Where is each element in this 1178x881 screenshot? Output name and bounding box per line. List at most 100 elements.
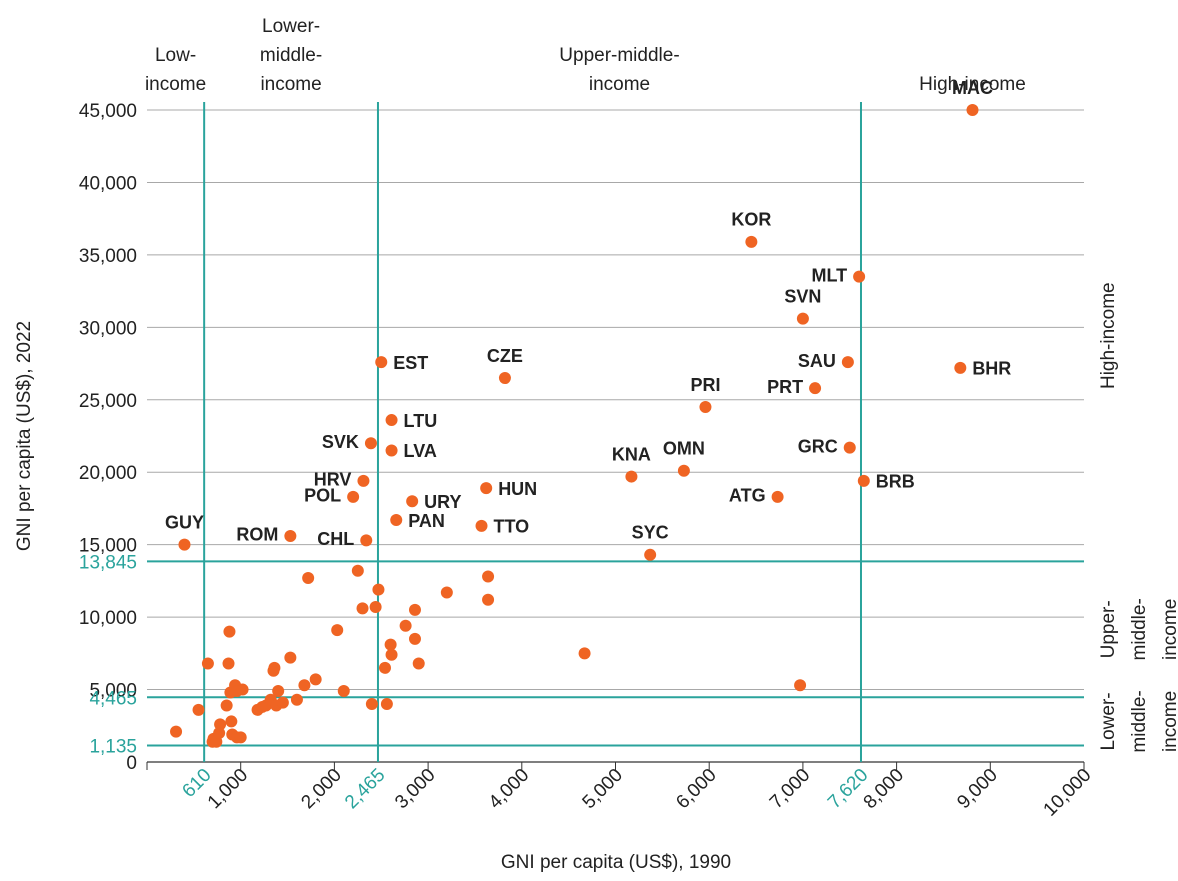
point <box>276 696 289 709</box>
point-label: MAC <box>952 78 993 98</box>
point-label: HUN <box>498 479 537 499</box>
y-tick-label: 40,000 <box>79 173 137 194</box>
x-group-label: middle- <box>260 45 322 66</box>
point <box>406 495 419 508</box>
point <box>365 698 378 711</box>
point <box>498 372 511 385</box>
point <box>412 657 425 670</box>
point <box>578 647 591 660</box>
y-group-label: Lower- <box>1098 692 1119 750</box>
x-tick-label: 5,000 <box>579 765 627 813</box>
point-label: URY <box>424 492 461 512</box>
y-tick-label: 0 <box>126 753 137 774</box>
point <box>360 534 373 547</box>
point <box>372 583 385 596</box>
point <box>201 657 214 670</box>
point <box>796 312 809 325</box>
point <box>192 703 205 716</box>
point <box>236 683 249 696</box>
y-threshold-label: 13,845 <box>79 552 137 573</box>
x-tick-label: 8,000 <box>860 765 908 813</box>
x-group-label: Lower- <box>262 16 320 37</box>
point-label: CZE <box>487 346 523 366</box>
x-group-label: Upper-middle- <box>559 45 679 66</box>
point <box>272 685 285 698</box>
point <box>364 437 377 450</box>
point <box>385 444 398 457</box>
point-label: PRI <box>690 375 720 395</box>
x-group-label: Low- <box>155 45 196 66</box>
point <box>745 235 758 248</box>
point <box>408 603 421 616</box>
x-tick-label: 10,000 <box>1040 765 1096 821</box>
point <box>385 414 398 427</box>
point <box>480 482 493 495</box>
point <box>390 514 403 527</box>
point-label: BHR <box>972 359 1011 379</box>
point <box>482 570 495 583</box>
y-group-label: middle- <box>1129 690 1150 752</box>
point-label: POL <box>304 486 341 506</box>
point <box>347 490 360 503</box>
x-tick-label: 4,000 <box>485 765 533 813</box>
point-label: OMN <box>663 439 705 459</box>
point <box>225 715 238 728</box>
y-tick-label: 20,000 <box>79 463 137 484</box>
point <box>809 382 822 395</box>
point <box>385 648 398 661</box>
y-group-label: income <box>1160 599 1178 660</box>
y-group-label: Upper- <box>1098 600 1119 658</box>
y-tick-label: 5,000 <box>89 681 137 702</box>
x-group-label: High-income <box>919 74 1026 95</box>
x-axis-label: GNI per capita (US$), 1990 <box>501 852 731 873</box>
point <box>841 356 854 369</box>
point <box>351 564 364 577</box>
x-group-label: income <box>145 74 206 95</box>
y-tick-label: 35,000 <box>79 246 137 267</box>
point-label: PAN <box>408 511 445 531</box>
point <box>644 548 657 561</box>
point <box>399 619 412 632</box>
point <box>380 698 393 711</box>
y-threshold-label: 4,465 <box>89 688 137 709</box>
point <box>234 731 247 744</box>
point <box>954 361 967 374</box>
point <box>222 657 235 670</box>
point <box>213 727 226 740</box>
point-label: SVK <box>322 432 359 452</box>
point-label: PRT <box>767 377 803 397</box>
point-label: ROM <box>236 525 278 545</box>
point-label: GRC <box>798 436 838 456</box>
point <box>298 679 311 692</box>
point <box>220 699 233 712</box>
point-label: SVN <box>784 286 821 306</box>
point-label: GUY <box>165 512 204 532</box>
point <box>408 632 421 645</box>
point-label: LVA <box>404 441 437 461</box>
y-group-label: middle- <box>1129 598 1150 660</box>
point-label: KOR <box>731 210 771 230</box>
point-label: LTU <box>404 411 438 431</box>
point <box>214 718 227 731</box>
point-label: SYC <box>632 523 669 543</box>
x-group-label: income <box>260 74 321 95</box>
point <box>178 538 191 551</box>
point-label: EST <box>393 353 428 373</box>
x-threshold-label: 7,620 <box>824 765 872 813</box>
x-tick-label: 3,000 <box>391 765 439 813</box>
point <box>170 725 183 738</box>
x-tick-label: 9,000 <box>953 765 1001 813</box>
y-group-label: income <box>1160 691 1178 752</box>
point <box>482 593 495 606</box>
point <box>843 441 856 454</box>
point-label: SAU <box>798 351 836 371</box>
point <box>290 693 303 706</box>
point <box>337 685 350 698</box>
x-tick-label: 1,000 <box>204 765 252 813</box>
point-label: HRV <box>314 470 352 490</box>
point <box>284 651 297 664</box>
point-label: CHL <box>317 529 354 549</box>
point <box>357 474 370 487</box>
y-tick-label: 45,000 <box>79 101 137 122</box>
